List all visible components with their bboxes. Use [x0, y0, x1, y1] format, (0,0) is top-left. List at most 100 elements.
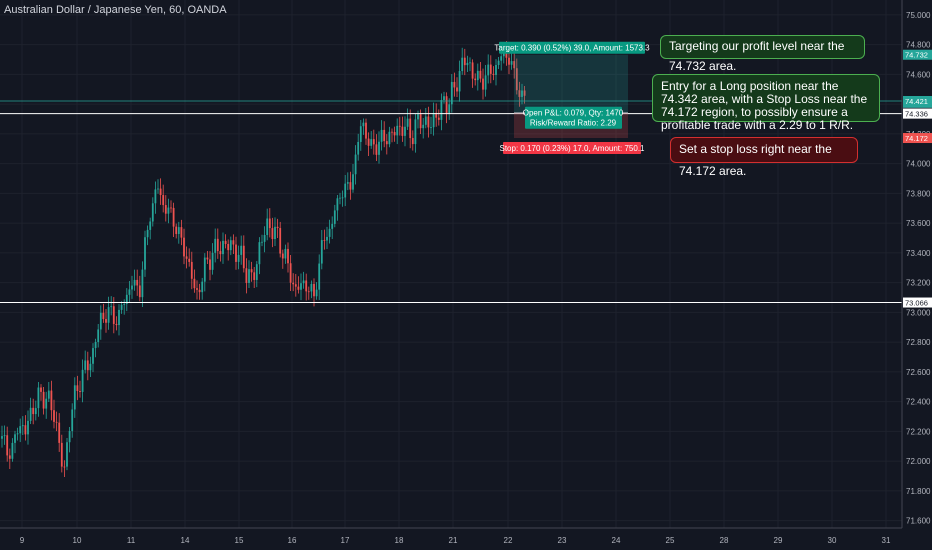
candle-body — [157, 188, 159, 190]
candle-body — [469, 62, 471, 64]
price-tick-label: 72.800 — [906, 338, 931, 347]
price-tick-label: 74.800 — [906, 41, 931, 50]
pnl-label: Open P&L: 0.079, Qty: 1470 — [523, 109, 624, 118]
candle-body — [99, 312, 102, 330]
time-axis[interactable]: 9 10 11 14 15 16 17 18 21 22 23 24 25 28 29 30 31 — [0, 527, 902, 545]
candle-body — [14, 434, 16, 443]
candle-body — [183, 237, 185, 257]
candle-body — [232, 240, 235, 245]
candle-body — [479, 70, 482, 79]
candle-body — [484, 75, 487, 90]
candle-body — [313, 283, 315, 297]
candle-body — [224, 240, 227, 244]
candle-body — [261, 241, 263, 243]
candle-body — [185, 256, 188, 259]
candle-body — [424, 116, 427, 125]
time-tick-label: 28 — [720, 536, 729, 545]
candle-body — [201, 281, 204, 293]
time-tick-label: 23 — [558, 536, 567, 545]
candle-body — [292, 282, 295, 285]
candle-body — [144, 237, 146, 270]
candlestick-series — [1, 40, 526, 477]
candle-body — [180, 227, 183, 238]
candle-body — [391, 131, 393, 133]
candle-body — [271, 228, 274, 240]
candle-body — [136, 279, 139, 286]
candle-body — [411, 138, 414, 145]
price-tick-label: 72.000 — [906, 457, 931, 466]
candle-body — [133, 279, 136, 286]
candle-body — [24, 425, 27, 435]
pnl-box — [525, 106, 622, 129]
candle-body — [443, 96, 445, 101]
candle-body — [508, 57, 510, 65]
candle-body — [341, 197, 344, 199]
candle-body — [34, 408, 37, 415]
entry-note[interactable]: Entry for a Long position near the 74.34… — [652, 74, 880, 132]
long-position-tool[interactable]: Target: 0.390 (0.52%) 39.0, Amount: 1573… — [494, 41, 650, 155]
price-tick-label: 73.800 — [906, 189, 931, 198]
candle-body — [482, 78, 484, 90]
candle-body — [47, 390, 50, 399]
price-tick-label: 73.600 — [906, 219, 931, 228]
candle-body — [318, 263, 321, 290]
target-note[interactable]: Targeting our profit level near the 74.7… — [660, 35, 865, 73]
candle-body — [45, 398, 48, 409]
candle-body — [445, 96, 448, 114]
candle-body — [60, 442, 63, 467]
price-axis[interactable]: 75.00074.80074.60074.40074.20074.00073.8… — [901, 0, 932, 550]
candle-body — [414, 119, 417, 145]
candle-body — [255, 264, 258, 280]
candle-body — [250, 269, 253, 273]
price-tag-label: 74.421 — [905, 97, 928, 106]
candle-body — [172, 207, 175, 227]
candle-body — [8, 455, 11, 459]
candle-body — [3, 435, 6, 437]
candle-body — [396, 125, 399, 136]
price-tag-label: 74.732 — [905, 51, 928, 60]
candle-body — [427, 116, 430, 128]
candle-body — [167, 207, 170, 214]
candle-body — [409, 118, 412, 139]
candle-body — [29, 407, 32, 421]
time-tick-label: 25 — [666, 536, 675, 545]
price-tick-label: 73.000 — [906, 308, 931, 317]
candle-body — [375, 144, 378, 155]
candle-body — [476, 70, 479, 81]
candle-body — [523, 90, 526, 96]
candle-body — [53, 410, 55, 422]
candle-body — [365, 122, 367, 139]
candle-body — [94, 341, 97, 349]
price-tick-label: 73.400 — [906, 249, 931, 258]
candle-body — [518, 90, 521, 97]
candle-body — [123, 303, 126, 305]
time-tick-label: 29 — [774, 536, 783, 545]
candle-body — [110, 306, 113, 308]
candle-body — [357, 141, 360, 155]
candle-body — [245, 268, 248, 283]
candle-body — [71, 409, 74, 432]
candle-body — [344, 183, 347, 198]
candle-body — [515, 68, 518, 91]
candle-body — [305, 280, 308, 292]
candle-body — [89, 363, 92, 371]
candle-body — [222, 240, 224, 255]
time-tick-label: 31 — [882, 536, 891, 545]
candle-body — [73, 385, 76, 410]
candle-body — [131, 285, 133, 290]
candle-body — [385, 141, 388, 145]
candle-body — [211, 252, 214, 270]
candle-body — [216, 238, 219, 252]
candle-body — [190, 261, 193, 279]
candle-body — [406, 118, 409, 127]
candle-body — [92, 348, 94, 364]
candle-body — [333, 210, 336, 224]
price-tick-label: 71.600 — [906, 517, 931, 526]
candle-body — [42, 391, 45, 409]
stop-note[interactable]: Set a stop loss right near the 74.172 ar… — [670, 137, 858, 178]
candle-body — [196, 288, 198, 290]
candle-body — [354, 154, 357, 175]
candle-body — [118, 309, 120, 326]
price-tick-label: 71.800 — [906, 487, 931, 496]
